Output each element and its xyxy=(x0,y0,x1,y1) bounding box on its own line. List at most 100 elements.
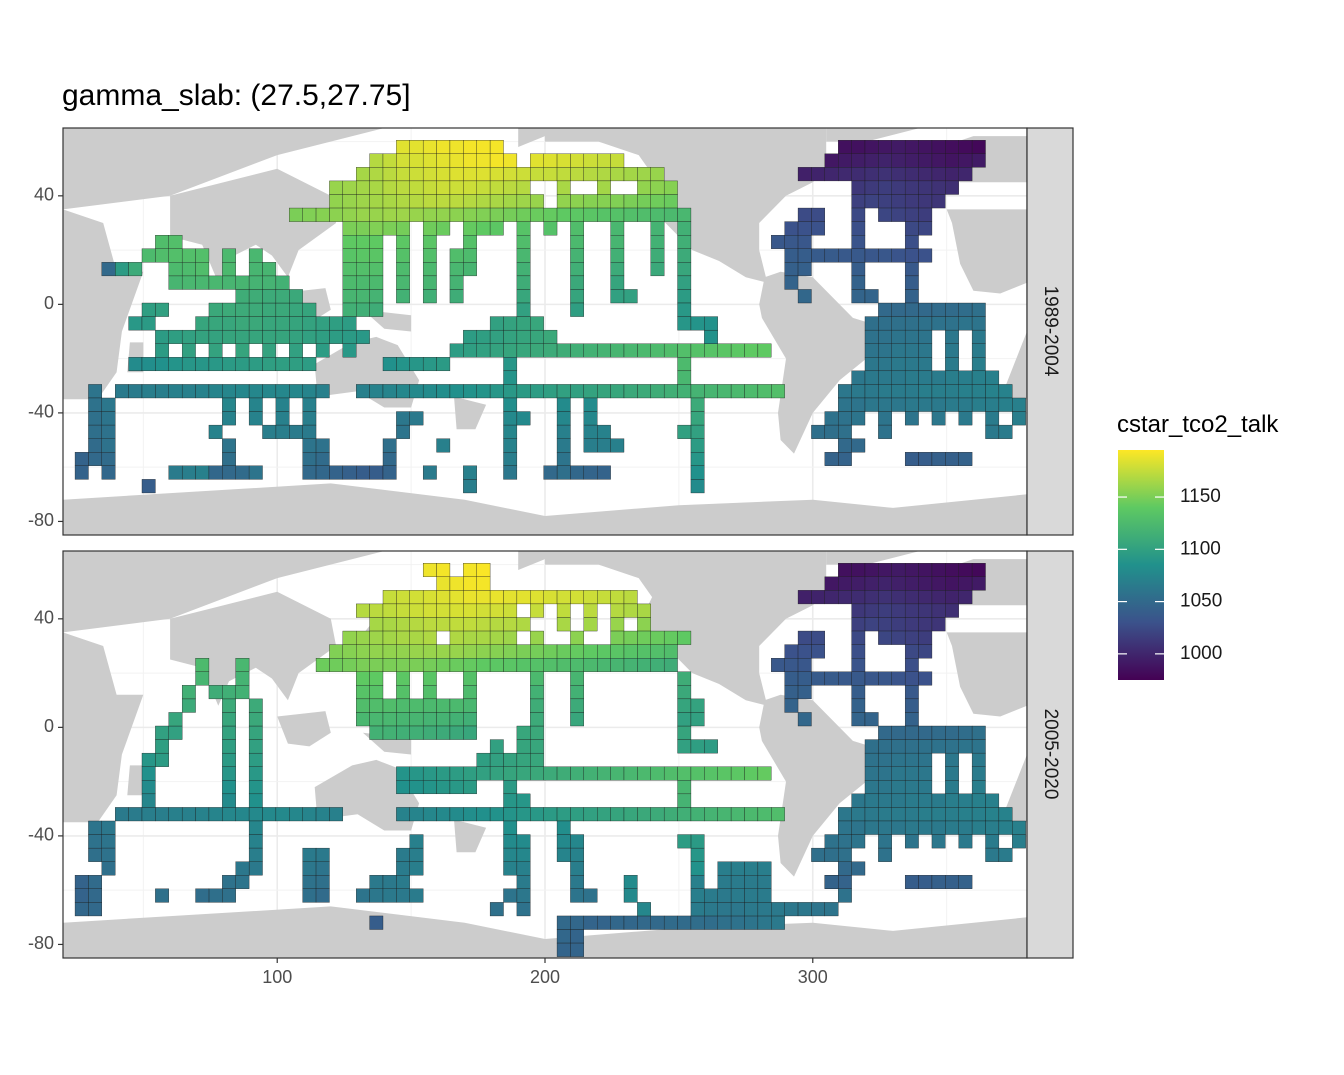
heatmap-cell xyxy=(945,793,959,808)
heatmap-cell xyxy=(717,915,732,930)
heatmap-cell xyxy=(958,302,973,317)
heatmap-cell xyxy=(583,397,598,412)
heatmap-cell xyxy=(369,180,384,195)
heatmap-cell xyxy=(931,590,946,605)
heatmap-cell xyxy=(583,424,598,439)
heatmap-cell xyxy=(208,275,223,290)
heatmap-cell xyxy=(971,153,986,168)
heatmap-cell xyxy=(650,207,665,222)
heatmap-cell xyxy=(757,915,772,930)
heatmap-cell xyxy=(275,329,290,344)
heatmap-cell xyxy=(436,357,451,372)
heatmap-cell xyxy=(74,452,89,466)
heatmap-cell xyxy=(181,685,196,700)
legend-title: cstar_tco2_talk xyxy=(1117,411,1279,438)
heatmap-cell xyxy=(597,644,611,659)
heatmap-cell xyxy=(88,834,103,849)
heatmap-cell xyxy=(891,384,906,399)
heatmap-cell xyxy=(530,658,544,672)
heatmap-cell xyxy=(838,411,852,426)
heatmap-cell xyxy=(610,630,625,645)
heatmap-cell xyxy=(275,357,290,372)
heatmap-cell xyxy=(878,780,892,795)
heatmap-cell xyxy=(356,888,370,903)
y-tick-label: -80 xyxy=(28,510,54,530)
heatmap-cell xyxy=(396,685,410,700)
heatmap-cell xyxy=(396,248,410,263)
heatmap-cell xyxy=(262,424,277,439)
heatmap-cell xyxy=(623,384,638,399)
heatmap-cell xyxy=(356,384,370,399)
heatmap-cell xyxy=(864,617,879,632)
heatmap-cell xyxy=(771,807,785,822)
heatmap-cell xyxy=(342,465,357,480)
heatmap-cell xyxy=(315,343,330,358)
heatmap-cell xyxy=(463,153,477,168)
heatmap-cell xyxy=(771,384,785,399)
heatmap-cell xyxy=(222,357,236,372)
legend-tick-label: 1150 xyxy=(1180,486,1221,507)
heatmap-cell xyxy=(556,180,571,195)
heatmap-cell xyxy=(570,685,585,700)
heatmap-cell xyxy=(396,235,410,249)
heatmap-cell xyxy=(878,671,892,686)
heatmap-cell xyxy=(663,915,678,930)
heatmap-cell xyxy=(931,834,946,849)
heatmap-cell xyxy=(690,698,705,713)
heatmap-cell xyxy=(690,316,705,331)
heatmap-cell xyxy=(838,424,852,439)
heatmap-cell xyxy=(918,617,933,632)
heatmap-cell xyxy=(463,698,477,713)
heatmap-cell xyxy=(650,248,665,263)
heatmap-cell xyxy=(302,847,317,862)
heatmap-cell xyxy=(797,658,812,672)
heatmap-cell xyxy=(918,603,933,618)
heatmap-cell xyxy=(971,384,986,399)
heatmap-cell xyxy=(931,316,946,331)
heatmap-cell xyxy=(878,834,892,849)
heatmap-cell xyxy=(838,820,852,835)
heatmap-cell xyxy=(851,384,866,399)
heatmap-cell xyxy=(463,780,477,795)
heatmap-cell xyxy=(690,861,705,876)
heatmap-cell xyxy=(838,452,852,466)
heatmap-cell xyxy=(248,411,263,426)
heatmap-cell xyxy=(971,576,986,591)
heatmap-cell xyxy=(878,807,892,822)
heatmap-cell xyxy=(797,671,812,686)
heatmap-cell xyxy=(904,207,919,222)
heatmap-cell xyxy=(690,465,705,480)
heatmap-cell xyxy=(155,235,169,249)
heatmap-cell xyxy=(463,180,477,195)
heatmap-cell xyxy=(516,194,531,209)
heatmap-cell xyxy=(315,807,330,822)
heatmap-cell xyxy=(677,316,692,331)
heatmap-cell xyxy=(824,411,839,426)
heatmap-cell xyxy=(222,316,236,331)
heatmap-cell xyxy=(530,603,544,618)
heatmap-cell xyxy=(797,167,812,182)
land-area xyxy=(63,632,144,823)
heatmap-cell xyxy=(918,153,933,168)
heatmap-cell xyxy=(690,847,705,862)
heatmap-cell xyxy=(597,180,611,195)
heatmap-cell xyxy=(516,861,531,876)
land-area xyxy=(545,551,827,706)
heatmap-cell xyxy=(422,262,437,277)
heatmap-cell xyxy=(864,140,879,154)
heatmap-cell xyxy=(516,847,531,862)
heatmap-cell xyxy=(141,752,156,767)
heatmap-cell xyxy=(128,262,143,277)
heatmap-cell xyxy=(864,712,879,727)
heatmap-cell xyxy=(891,357,906,372)
heatmap-cell xyxy=(181,807,196,822)
heatmap-cell xyxy=(878,370,892,385)
heatmap-cell xyxy=(717,766,732,781)
heatmap-cell xyxy=(904,630,919,645)
heatmap-cell xyxy=(650,221,665,236)
heatmap-cell xyxy=(222,807,236,822)
heatmap-cell xyxy=(931,875,946,889)
heatmap-cell xyxy=(556,820,571,835)
heatmap-cell xyxy=(945,739,959,754)
heatmap-cell xyxy=(155,357,169,372)
